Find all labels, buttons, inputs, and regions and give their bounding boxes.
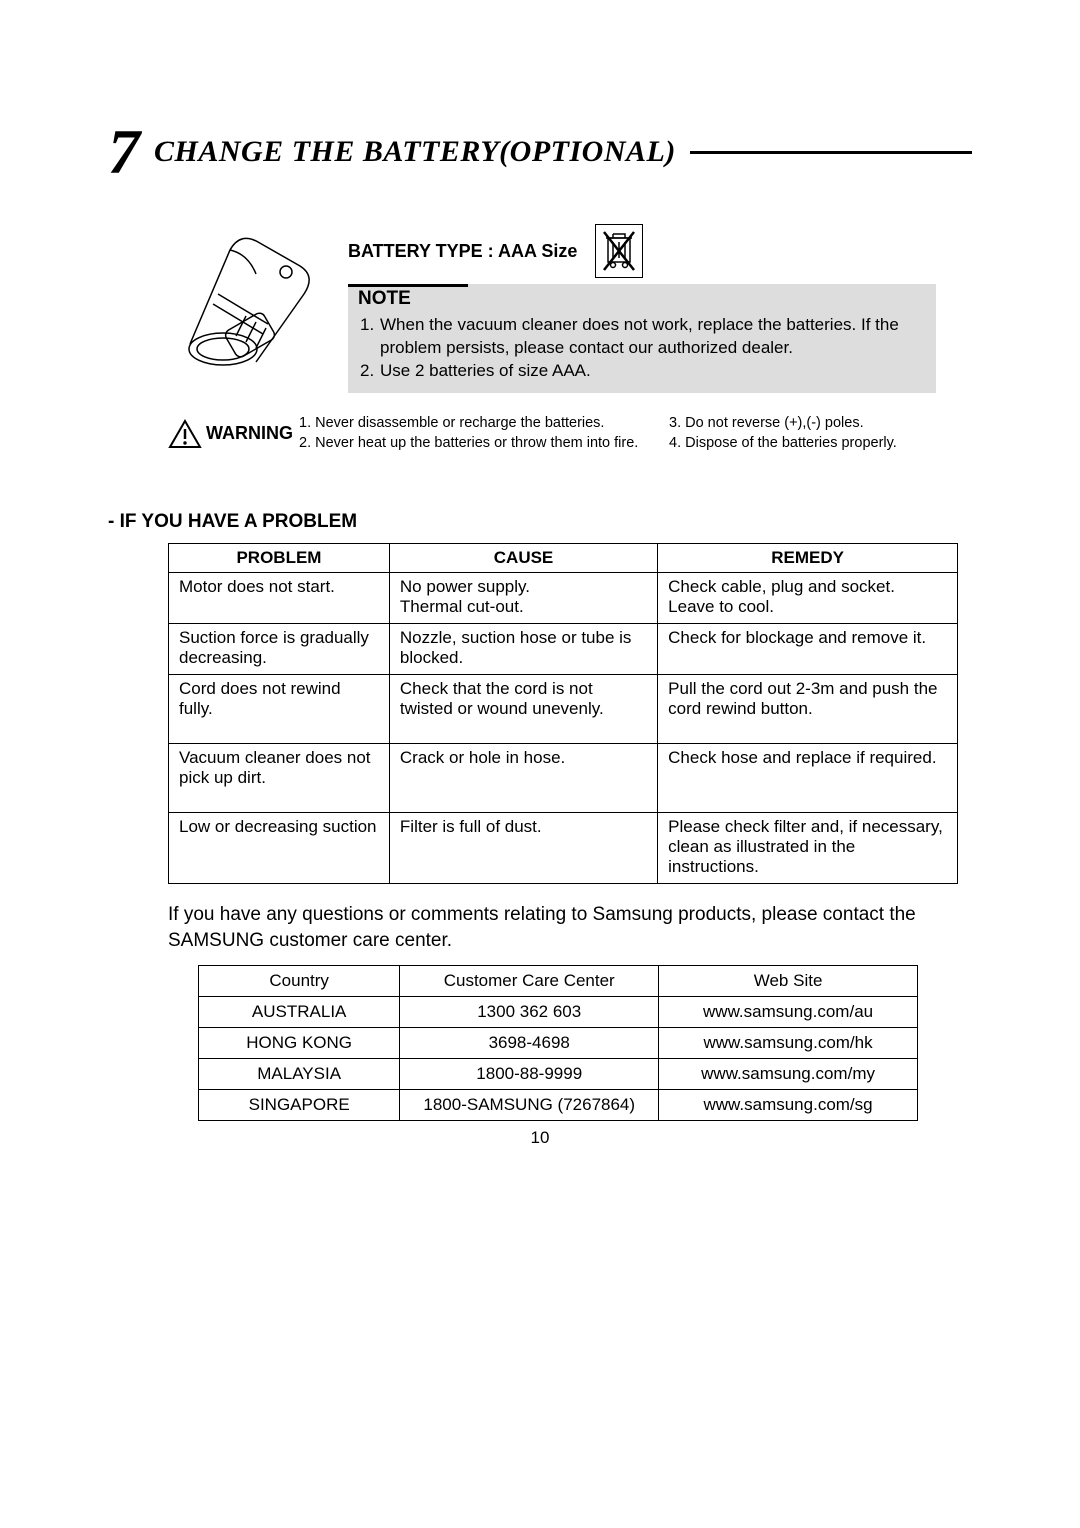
warning-line: 1. Never disassemble or recharge the bat… (299, 414, 669, 434)
table-cell: Crack or hole in hose. (389, 744, 657, 813)
warning-text: 1. Never disassemble or recharge the bat… (299, 414, 897, 453)
table-cell: Cord does not rewind fully. (169, 675, 390, 744)
warning-triangle-icon (168, 419, 202, 449)
table-header: Country (199, 966, 400, 997)
table-row: Low or decreasing suctionFilter is full … (169, 813, 958, 884)
table-header: REMEDY (658, 544, 958, 573)
table-header: Web Site (659, 966, 918, 997)
note-list: 1. When the vacuum cleaner does not work… (348, 312, 936, 383)
table-header-row: PROBLEM CAUSE REMEDY (169, 544, 958, 573)
table-cell: www.samsung.com/my (659, 1059, 918, 1090)
table-row: Cord does not rewind fully.Check that th… (169, 675, 958, 744)
table-cell: AUSTRALIA (199, 997, 400, 1028)
warning-line: 3. Do not reverse (+),(-) poles. (669, 414, 897, 434)
note-item-number: 2. (360, 360, 380, 383)
table-cell: Check cable, plug and socket.Leave to co… (658, 573, 958, 624)
table-header: PROBLEM (169, 544, 390, 573)
table-row: SINGAPORE1800-SAMSUNG (7267864)www.samsu… (199, 1090, 918, 1121)
table-row: Suction force is gradually decreasing.No… (169, 624, 958, 675)
table-cell: Check hose and replace if required. (658, 744, 958, 813)
table-header-row: Country Customer Care Center Web Site (199, 966, 918, 997)
table-cell: www.samsung.com/au (659, 997, 918, 1028)
table-cell: Motor does not start. (169, 573, 390, 624)
table-cell: Suction force is gradually decreasing. (169, 624, 390, 675)
table-cell: Please check filter and, if necessary, c… (658, 813, 958, 884)
warning-label: WARNING (206, 423, 293, 444)
table-cell: 1800-SAMSUNG (7267864) (400, 1090, 659, 1121)
contact-table: Country Customer Care Center Web Site AU… (198, 965, 918, 1121)
heading-rule-icon (690, 151, 972, 154)
warning-line: 2. Never heat up the batteries or throw … (299, 434, 669, 454)
device-illustration-icon (168, 224, 328, 394)
table-cell: Filter is full of dust. (389, 813, 657, 884)
problem-table: PROBLEM CAUSE REMEDY Motor does not star… (168, 543, 958, 884)
table-header: Customer Care Center (400, 966, 659, 997)
contact-table-body: AUSTRALIA1300 362 603www.samsung.com/auH… (199, 997, 918, 1121)
warning-line: 4. Dispose of the batteries properly. (669, 434, 897, 454)
table-row: Motor does not start.No power supply.The… (169, 573, 958, 624)
problem-section-title: - IF YOU HAVE A PROBLEM (108, 511, 972, 533)
problem-table-body: Motor does not start.No power supply.The… (169, 573, 958, 884)
warning-row: WARNING 1. Never disassemble or recharge… (168, 414, 972, 453)
table-cell: www.samsung.com/sg (659, 1090, 918, 1121)
table-cell: Vacuum cleaner does not pick up dirt. (169, 744, 390, 813)
table-header: CAUSE (389, 544, 657, 573)
table-cell: MALAYSIA (199, 1059, 400, 1090)
table-cell: HONG KONG (199, 1028, 400, 1059)
table-row: AUSTRALIA1300 362 603www.samsung.com/au (199, 997, 918, 1028)
note-item: 2. Use 2 batteries of size AAA. (360, 360, 924, 383)
table-cell: Check that the cord is not twisted or wo… (389, 675, 657, 744)
table-cell: Check for blockage and remove it. (658, 624, 958, 675)
battery-type-row: BATTERY TYPE : AAA Size (348, 224, 972, 278)
table-cell: Pull the cord out 2-3m and push the cord… (658, 675, 958, 744)
table-row: MALAYSIA1800-88-9999www.samsung.com/my (199, 1059, 918, 1090)
contact-note: If you have any questions or comments re… (168, 902, 958, 953)
table-cell: SINGAPORE (199, 1090, 400, 1121)
note-heading: NOTE (348, 284, 936, 312)
warning-col-2: 3. Do not reverse (+),(-) poles. 4. Disp… (669, 414, 897, 453)
note-item-text: When the vacuum cleaner does not work, r… (380, 314, 924, 360)
battery-text-block: BATTERY TYPE : AAA Size (348, 224, 972, 393)
section-title: CHANGE THE BATTERY(OPTIONAL) (154, 135, 676, 169)
table-cell: Low or decreasing suction (169, 813, 390, 884)
battery-type-label: BATTERY TYPE : AAA Size (348, 241, 577, 262)
battery-info-block: BATTERY TYPE : AAA Size (168, 224, 972, 394)
table-cell: www.samsung.com/hk (659, 1028, 918, 1059)
document-page: 7 CHANGE THE BATTERY(OPTIONAL) BATTERY T (0, 0, 1080, 1528)
table-cell: 1800-88-9999 (400, 1059, 659, 1090)
section-heading: 7 CHANGE THE BATTERY(OPTIONAL) (108, 120, 972, 184)
table-cell: 1300 362 603 (400, 997, 659, 1028)
table-row: HONG KONG3698-4698www.samsung.com/hk (199, 1028, 918, 1059)
note-item-number: 1. (360, 314, 380, 360)
table-row: Vacuum cleaner does not pick up dirt.Cra… (169, 744, 958, 813)
note-item-text: Use 2 batteries of size AAA. (380, 360, 924, 383)
table-cell: 3698-4698 (400, 1028, 659, 1059)
page-number: 10 (0, 1128, 1080, 1148)
table-cell: No power supply.Thermal cut-out. (389, 573, 657, 624)
note-box: NOTE 1. When the vacuum cleaner does not… (348, 284, 936, 393)
table-cell: Nozzle, suction hose or tube is blocked. (389, 624, 657, 675)
warning-col-1: 1. Never disassemble or recharge the bat… (299, 414, 669, 453)
weee-bin-icon (595, 224, 643, 278)
section-number: 7 (108, 120, 140, 184)
note-item: 1. When the vacuum cleaner does not work… (360, 314, 924, 360)
